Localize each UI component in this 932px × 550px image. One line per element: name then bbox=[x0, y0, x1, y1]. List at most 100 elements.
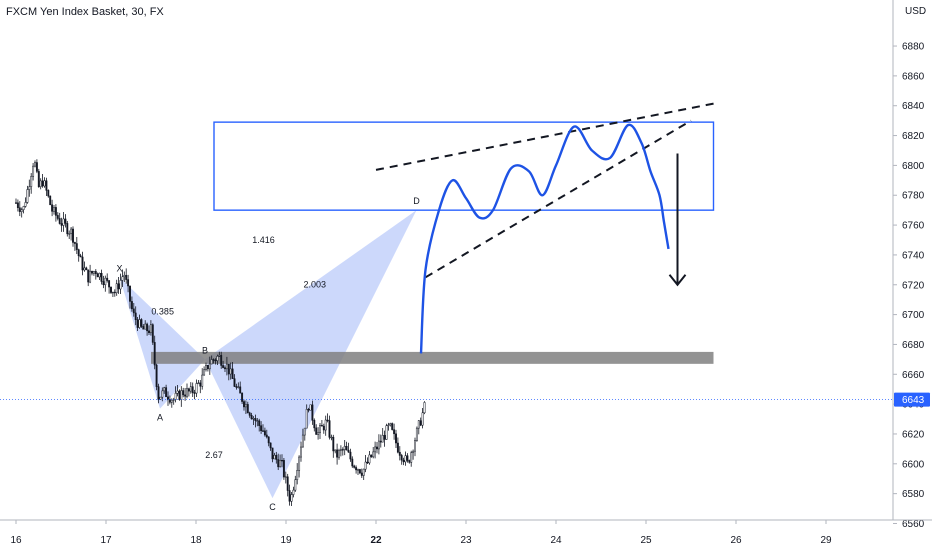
currency-label[interactable]: USD bbox=[905, 6, 927, 17]
candle-body bbox=[176, 390, 179, 394]
candle-body bbox=[222, 365, 225, 368]
x-axis[interactable]: 16 17 18 19 22 23 24 25 26 29 bbox=[0, 519, 932, 546]
candle-body bbox=[358, 469, 361, 474]
candle-body bbox=[184, 394, 187, 397]
candle-body bbox=[258, 420, 261, 426]
candle-body bbox=[336, 449, 339, 458]
candle-body bbox=[134, 312, 137, 320]
candle-body bbox=[273, 454, 276, 460]
candle-body bbox=[30, 176, 33, 187]
candle-body bbox=[256, 420, 259, 422]
candle-body bbox=[343, 445, 346, 450]
candle-body bbox=[324, 419, 327, 431]
y-tick-label: 6880 bbox=[902, 42, 925, 53]
point-label-c: C bbox=[269, 502, 276, 512]
y-tick-label: 6600 bbox=[902, 459, 925, 470]
y-tick-label: 6800 bbox=[902, 161, 925, 172]
candle-body bbox=[370, 454, 373, 458]
candle-body bbox=[49, 195, 52, 206]
candle-body bbox=[155, 364, 158, 387]
candle-body bbox=[115, 283, 118, 293]
candle-body bbox=[197, 382, 200, 384]
candle-body bbox=[309, 404, 312, 411]
candle-body bbox=[102, 281, 105, 286]
candle-body bbox=[383, 435, 386, 440]
candle-body bbox=[199, 382, 202, 387]
candle-body bbox=[389, 423, 392, 426]
candle-body bbox=[51, 204, 54, 212]
candle-body bbox=[113, 291, 116, 294]
candle-body bbox=[330, 436, 333, 439]
candle-body bbox=[136, 319, 139, 328]
x-tick-label: 29 bbox=[820, 535, 832, 546]
x-tick-label: 19 bbox=[280, 535, 292, 546]
x-tick-label: 16 bbox=[10, 535, 22, 546]
candle-body bbox=[89, 270, 92, 283]
candle-body bbox=[56, 215, 59, 219]
candle-body bbox=[144, 323, 147, 330]
candle-body bbox=[47, 190, 50, 197]
wedge-line bbox=[375, 101, 719, 171]
x-tick-label: 23 bbox=[460, 535, 472, 546]
y-tick-label: 6820 bbox=[902, 131, 925, 142]
candle-body bbox=[142, 326, 145, 330]
candle-body bbox=[208, 363, 211, 370]
candle-body bbox=[195, 383, 198, 394]
candle-body bbox=[239, 386, 242, 394]
candle-body bbox=[205, 365, 207, 370]
y-tick-label: 6780 bbox=[902, 191, 925, 202]
candle-body bbox=[167, 396, 169, 400]
ratio-label: 2.67 bbox=[205, 450, 223, 460]
candle-body bbox=[381, 435, 384, 443]
last-price-badge[interactable] bbox=[894, 392, 930, 407]
candle-body bbox=[35, 162, 38, 172]
candle-body bbox=[53, 207, 55, 212]
candle-body bbox=[214, 359, 217, 362]
candle-body bbox=[73, 242, 76, 244]
candle-body bbox=[357, 469, 359, 471]
candle-body bbox=[121, 276, 124, 281]
candle-body bbox=[58, 218, 61, 224]
candle-body bbox=[106, 277, 109, 281]
candle-body bbox=[163, 387, 166, 392]
candle-body bbox=[108, 280, 111, 288]
candle-body bbox=[303, 427, 306, 436]
candle-body bbox=[313, 420, 316, 429]
candle-body bbox=[235, 386, 238, 388]
candle-body bbox=[339, 449, 342, 451]
candle-body bbox=[320, 425, 323, 427]
candle-body bbox=[332, 436, 335, 452]
candle-body bbox=[284, 476, 287, 478]
candle-body bbox=[391, 423, 394, 430]
candle-body bbox=[265, 434, 268, 438]
candle-body bbox=[374, 446, 377, 453]
candle-body bbox=[412, 450, 415, 453]
candle-body bbox=[395, 433, 397, 444]
candle-body bbox=[262, 430, 264, 432]
candle-body bbox=[292, 489, 295, 495]
candle-body bbox=[153, 342, 156, 366]
candle-body bbox=[296, 470, 299, 480]
candle-body bbox=[263, 430, 266, 436]
candle-body bbox=[246, 404, 249, 414]
y-axis[interactable]: 6560658066006620664066606680670067206740… bbox=[892, 0, 930, 530]
candle-body bbox=[355, 467, 358, 471]
candle-body bbox=[393, 429, 396, 435]
candle-body bbox=[18, 207, 21, 212]
ratio-label: 0.385 bbox=[151, 307, 174, 317]
candle-body bbox=[20, 209, 23, 212]
candle-body bbox=[423, 402, 426, 414]
candle-body bbox=[91, 270, 93, 274]
candle-body bbox=[96, 273, 99, 278]
candle-body bbox=[286, 476, 289, 491]
candle-body bbox=[180, 390, 183, 400]
candle-body bbox=[16, 202, 19, 208]
candle-body bbox=[326, 419, 329, 422]
candle-body bbox=[294, 479, 297, 491]
candle-body bbox=[201, 374, 204, 387]
candle-body bbox=[406, 455, 409, 461]
candle-body bbox=[41, 180, 44, 187]
candle-body bbox=[174, 393, 177, 400]
candle-body bbox=[301, 434, 304, 448]
